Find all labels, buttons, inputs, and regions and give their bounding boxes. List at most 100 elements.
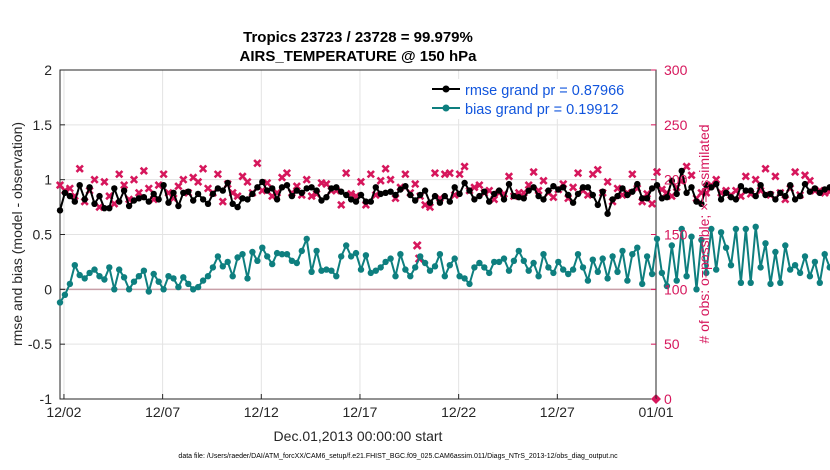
rmse-data-point (244, 196, 251, 203)
rmse-data-point (283, 182, 291, 189)
obs-x-stroke (613, 184, 622, 193)
bias-data-point (431, 263, 439, 270)
obs-assimilated-point (322, 179, 331, 189)
rmse-data-point (209, 190, 217, 198)
obs-x-stroke (741, 172, 750, 181)
rmse-data-point (476, 192, 483, 200)
obs-x-stroke (198, 164, 208, 173)
rmse-data-point (515, 194, 522, 201)
obs-x-stroke (105, 191, 114, 201)
rmse-data-point (224, 179, 231, 187)
obs-x-stroke (411, 179, 420, 189)
rmse-data-point (495, 187, 503, 194)
obs-x-stroke (412, 241, 422, 250)
obs-x-stroke (179, 175, 188, 184)
bias-data-point (426, 267, 434, 274)
bias-data-point (555, 258, 562, 266)
obs-assimilated-point (583, 190, 593, 200)
bias-data-point (495, 258, 503, 266)
bias-data-point (673, 277, 680, 284)
chart-title-line2: AIRS_TEMPERATURE @ 150 hPa (240, 48, 478, 65)
bias-data-point (604, 275, 611, 282)
obs-x-stroke (761, 164, 770, 173)
obs-x-stroke (647, 199, 657, 208)
x-axis-label: Dec.01,2013 00:00:00 start (274, 428, 443, 444)
y-tick-label-right: 200 (664, 172, 688, 188)
rmse-data-point (471, 196, 478, 203)
rmse-data-point (589, 191, 596, 199)
rmse-data-point (367, 198, 374, 205)
rmse-data-point (545, 187, 552, 194)
rmse-data-point (61, 189, 69, 196)
bias-data-point (574, 251, 582, 258)
bias-data-point (708, 225, 715, 233)
rmse-data-point (214, 185, 222, 192)
y-tick-label-left: 1 (44, 172, 52, 188)
obs-x-stroke (282, 168, 292, 178)
rmse-data-point (66, 192, 74, 200)
rmse-data-point (525, 187, 532, 194)
obs-assimilated-point (573, 168, 583, 178)
bias-data-point (441, 273, 448, 280)
obs-assimilated-point (154, 181, 163, 190)
obs-x-stroke (218, 197, 227, 206)
obs-x-stroke (129, 175, 139, 184)
rmse-data-point (619, 185, 626, 192)
bias-data-point (204, 273, 212, 280)
rmse-data-point (81, 196, 88, 203)
rmse-data-point (229, 200, 236, 207)
bias-data-point (91, 266, 98, 273)
rmse-data-point (579, 184, 587, 191)
bias-data-point (96, 273, 103, 280)
obs-x-stroke (356, 177, 366, 186)
bias-data-point (510, 257, 518, 264)
bias-data-point (76, 271, 83, 279)
bias-data-point (639, 280, 646, 288)
bias-data-point (318, 267, 325, 274)
bias-data-point (767, 280, 774, 288)
rmse-data-point (614, 192, 621, 200)
obs-x-stroke (258, 186, 267, 195)
obs-x-stroke (445, 168, 454, 178)
bias-data-point (417, 253, 424, 260)
rmse-data-point (816, 189, 823, 196)
y-tick-label-right: 250 (664, 117, 688, 133)
rmse-data-point (653, 182, 661, 189)
x-tick-label: 12/27 (540, 404, 575, 420)
rmse-data-point (318, 197, 325, 204)
legend-rmse-label: rmse grand pr = 0.87966 (465, 83, 624, 99)
bias-data-point (787, 266, 794, 273)
rmse-data-point (402, 183, 409, 190)
bias-data-point (609, 253, 616, 260)
rmse-data-point (145, 198, 152, 205)
obs-assimilated-point (218, 197, 227, 206)
obs-assimilated-point (342, 168, 351, 178)
bias-data-point (782, 242, 789, 249)
obs-x-stroke (376, 176, 385, 185)
bias-data-point (229, 273, 236, 280)
rmse-data-point (333, 184, 340, 191)
grid-lines (60, 69, 657, 400)
rmse-data-point (234, 203, 241, 211)
bias-data-point (244, 275, 251, 282)
obs-x-stroke (134, 188, 144, 197)
obs-assimilated-point (791, 167, 800, 177)
rmse-data-point (165, 199, 172, 206)
rmse-data-point (387, 188, 394, 195)
bias-data-point (762, 240, 769, 247)
rmse-data-point (703, 182, 710, 189)
bias-data-point (101, 276, 108, 283)
rmse-data-point (436, 199, 444, 206)
rmse-data-point (732, 196, 740, 203)
rmse-data-point (747, 187, 754, 194)
bias-data-point (727, 262, 735, 269)
obs-x-stroke (366, 170, 375, 179)
bias-data-point (185, 280, 192, 288)
rmse-data-point (456, 190, 463, 198)
obs-x-stroke (144, 184, 153, 193)
rmse-data-point (648, 185, 656, 192)
obs-x-stroke (55, 181, 65, 190)
obs-x-stroke (401, 170, 410, 179)
bias-data-point (367, 269, 374, 277)
bias-data-point (466, 280, 473, 288)
